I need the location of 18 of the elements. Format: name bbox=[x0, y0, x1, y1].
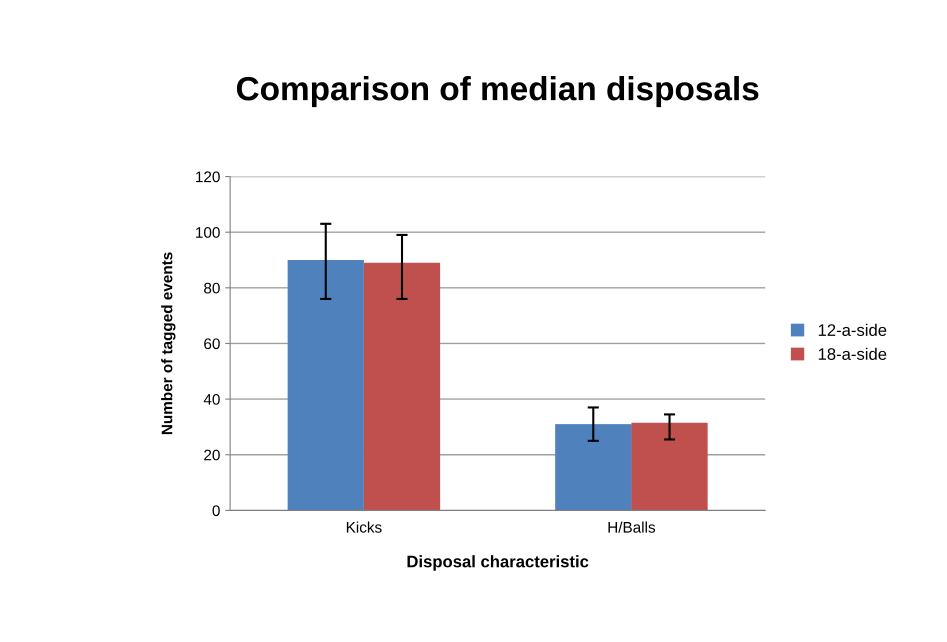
y-tick-label: 60 bbox=[204, 338, 220, 350]
y-tick-label: 20 bbox=[204, 450, 220, 460]
y-tick-label: 40 bbox=[204, 394, 220, 405]
chart-title: Comparison of median disposals bbox=[236, 76, 758, 108]
bar bbox=[288, 260, 364, 510]
y-tick-label: 0 bbox=[212, 505, 220, 516]
y-tick-label: 100 bbox=[196, 227, 220, 238]
legend-label: 18-a-side bbox=[818, 348, 886, 360]
y-tick-label: 80 bbox=[204, 282, 220, 294]
bar bbox=[555, 424, 632, 510]
x-tick-label: H/Balls bbox=[608, 522, 656, 533]
x-tick-label: Kicks bbox=[346, 522, 382, 533]
y-axis-title: Number of tagged events bbox=[161, 252, 176, 434]
bar bbox=[364, 262, 440, 510]
x-axis-title: Disposal characteristic bbox=[408, 555, 588, 571]
bar bbox=[631, 422, 708, 510]
legend-label: 12-a-side bbox=[818, 324, 886, 336]
y-tick-label: 120 bbox=[196, 171, 220, 182]
